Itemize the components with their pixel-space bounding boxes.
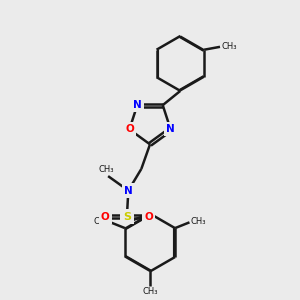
Text: CH₃: CH₃ <box>142 287 158 296</box>
Text: CH₃: CH₃ <box>221 42 237 51</box>
Text: N: N <box>166 124 175 134</box>
Text: O: O <box>144 212 153 222</box>
Text: O: O <box>101 212 110 222</box>
Text: CH₃: CH₃ <box>99 165 114 174</box>
Text: N: N <box>133 100 142 110</box>
Text: N: N <box>124 186 133 196</box>
Text: S: S <box>123 212 131 222</box>
Text: O: O <box>125 124 134 134</box>
Text: CH₃: CH₃ <box>94 217 109 226</box>
Text: CH₃: CH₃ <box>191 217 206 226</box>
